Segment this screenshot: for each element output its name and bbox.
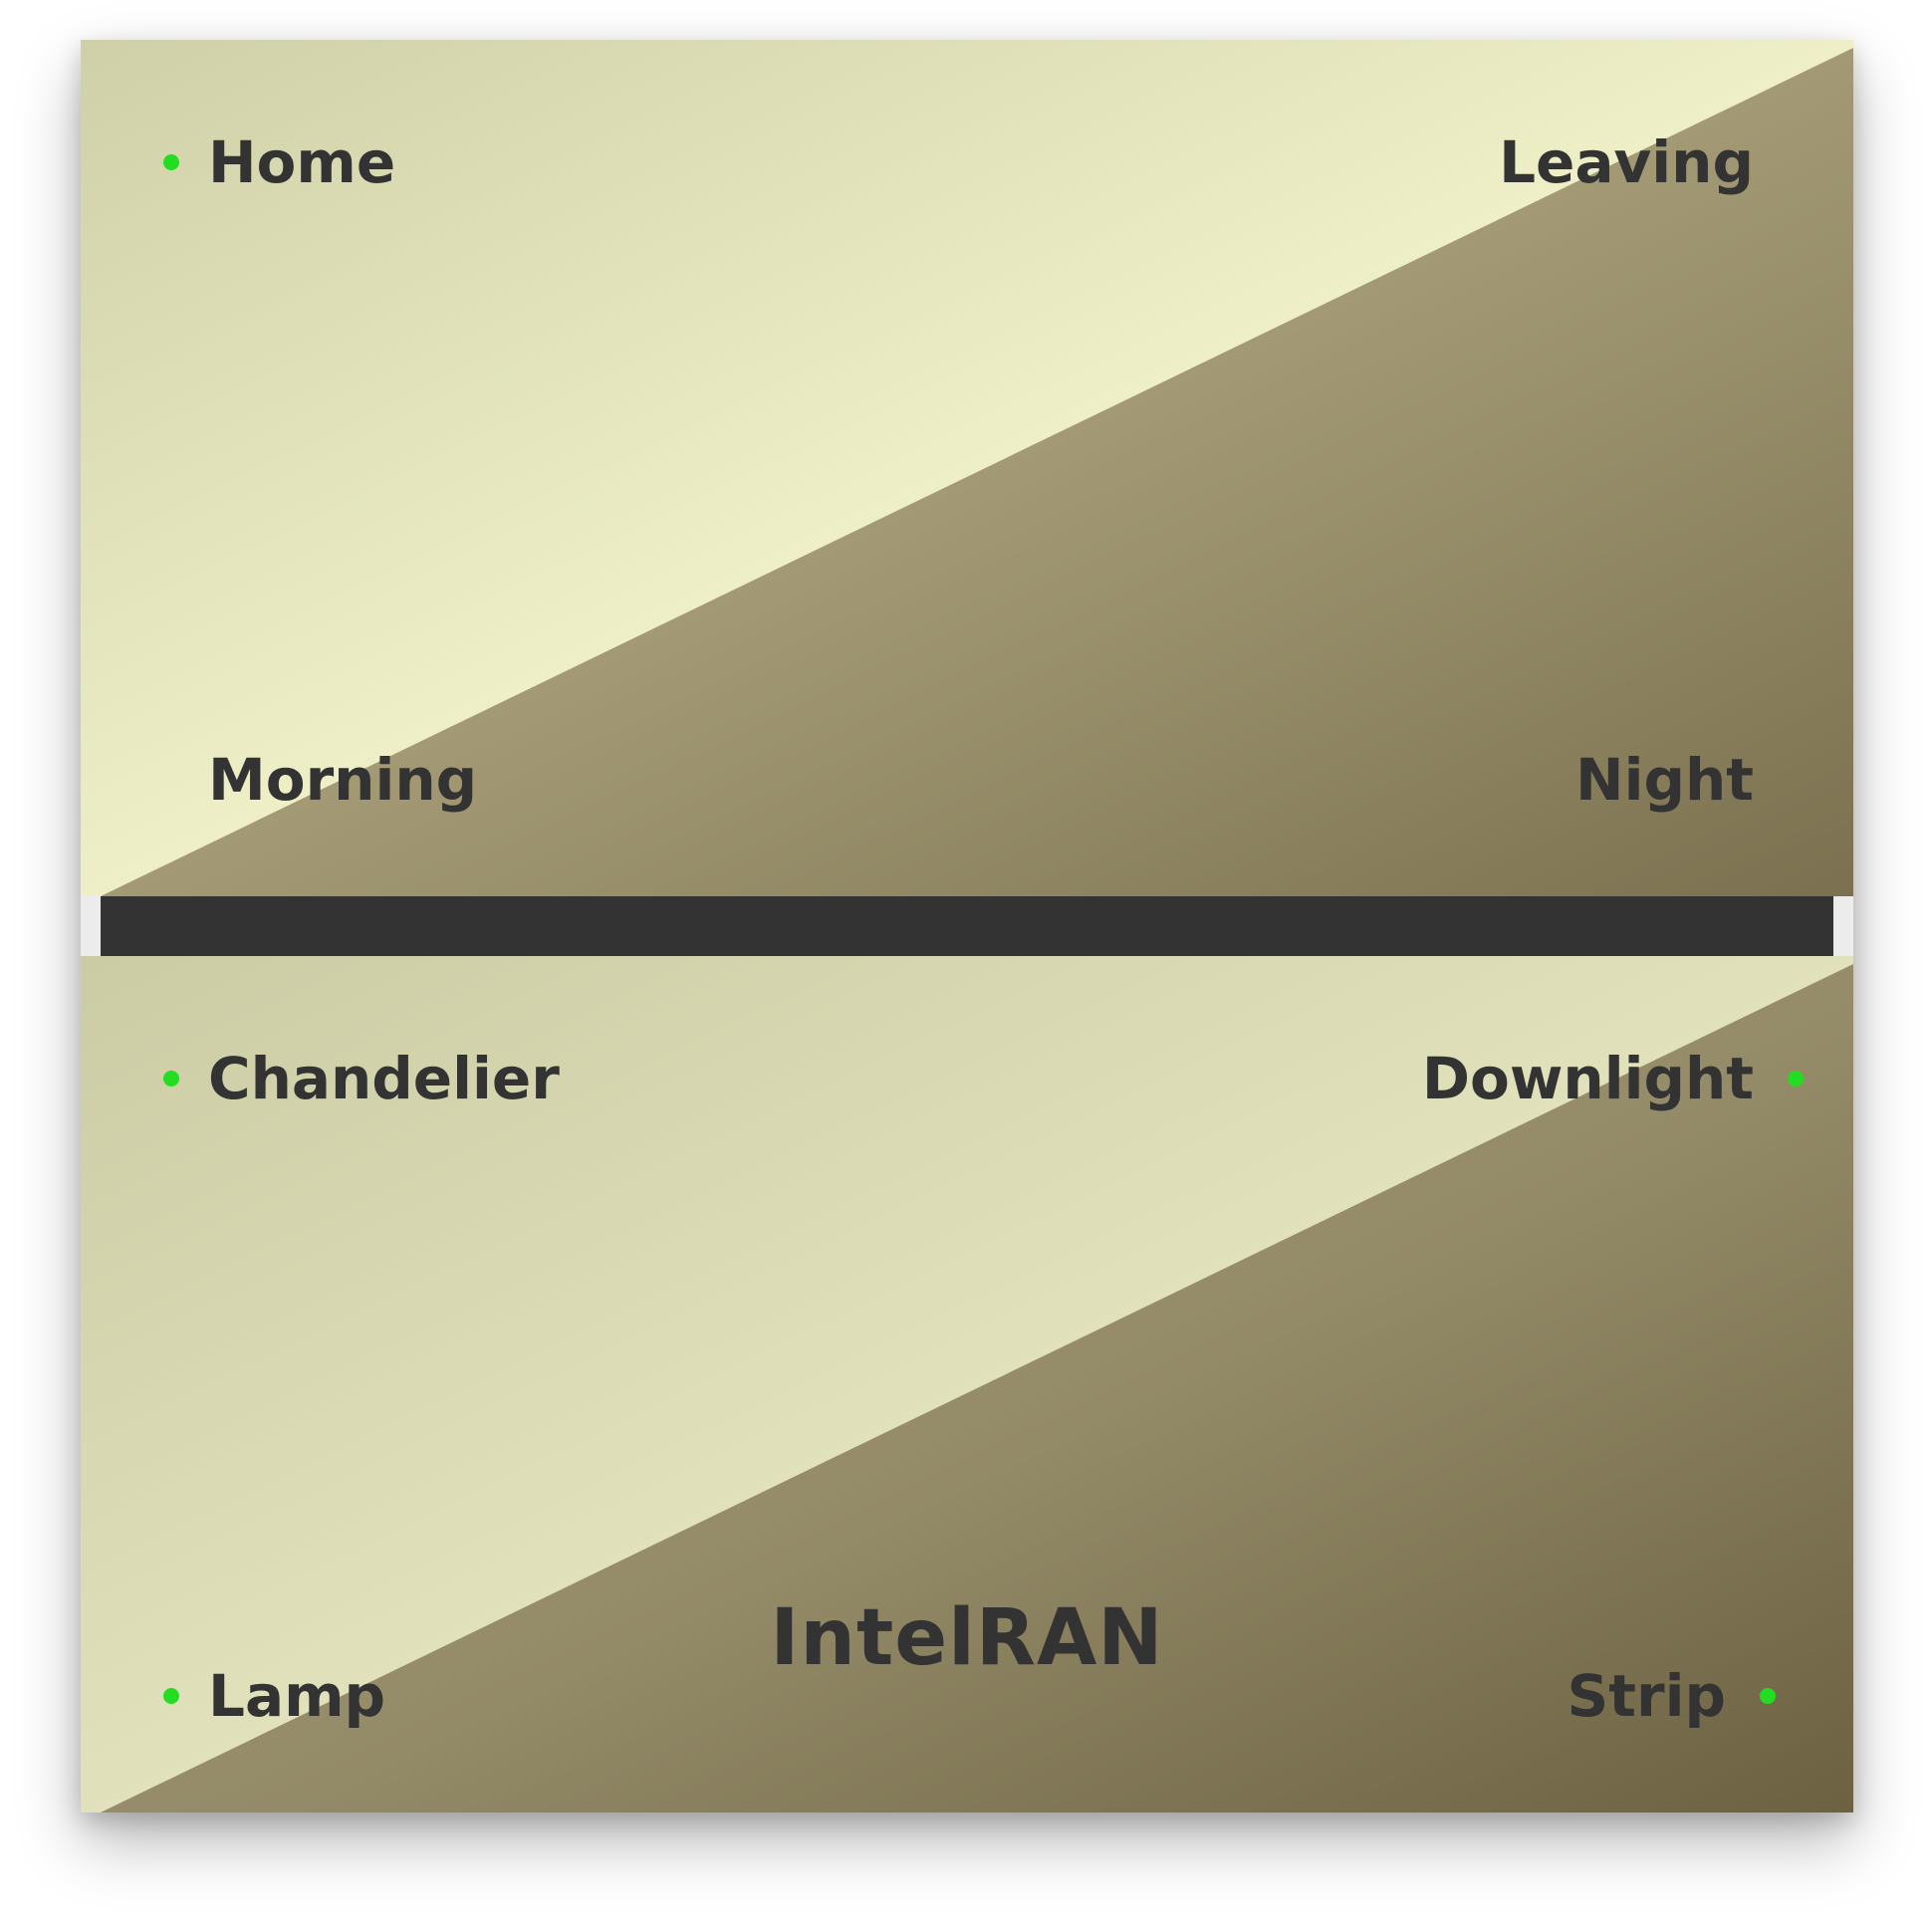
lights-panel: Chandelier Downlight Lamp Strip IntelRAN bbox=[81, 956, 1853, 1812]
scene-morning-button[interactable]: Morning bbox=[208, 745, 477, 815]
light-chandelier-button[interactable]: Chandelier bbox=[163, 1044, 560, 1113]
on-indicator-icon bbox=[1788, 1071, 1804, 1087]
scene-leaving-label: Leaving bbox=[1499, 128, 1754, 196]
control-panel-device: Home Leaving Morning Night bbox=[81, 40, 1853, 1812]
scene-panel: Home Leaving Morning Night bbox=[81, 40, 1853, 896]
light-lamp-button[interactable]: Lamp bbox=[163, 1661, 386, 1731]
on-indicator-icon bbox=[163, 1688, 179, 1704]
scene-night-button[interactable]: Night bbox=[1575, 745, 1754, 815]
scene-night-label: Night bbox=[1575, 746, 1754, 814]
light-strip-label: Strip bbox=[1567, 1662, 1727, 1730]
lights-panel-background bbox=[81, 956, 1853, 1812]
light-downlight-button[interactable]: Downlight bbox=[1421, 1044, 1804, 1113]
brand-logo-text: IntelRAN bbox=[770, 1593, 1164, 1683]
light-chandelier-label: Chandelier bbox=[208, 1045, 560, 1112]
scene-home-button[interactable]: Home bbox=[163, 127, 396, 197]
on-indicator-icon bbox=[1760, 1688, 1776, 1704]
scene-morning-label: Morning bbox=[208, 746, 478, 814]
scene-home-label: Home bbox=[208, 128, 396, 196]
light-strip-button[interactable]: Strip bbox=[1567, 1661, 1776, 1731]
on-indicator-icon bbox=[163, 1071, 179, 1087]
light-lamp-label: Lamp bbox=[208, 1662, 386, 1730]
active-indicator-icon bbox=[163, 154, 179, 170]
scene-leaving-button[interactable]: Leaving bbox=[1499, 127, 1754, 197]
scene-panel-background bbox=[81, 40, 1853, 896]
panel-divider bbox=[101, 896, 1833, 956]
light-downlight-label: Downlight bbox=[1421, 1045, 1754, 1112]
